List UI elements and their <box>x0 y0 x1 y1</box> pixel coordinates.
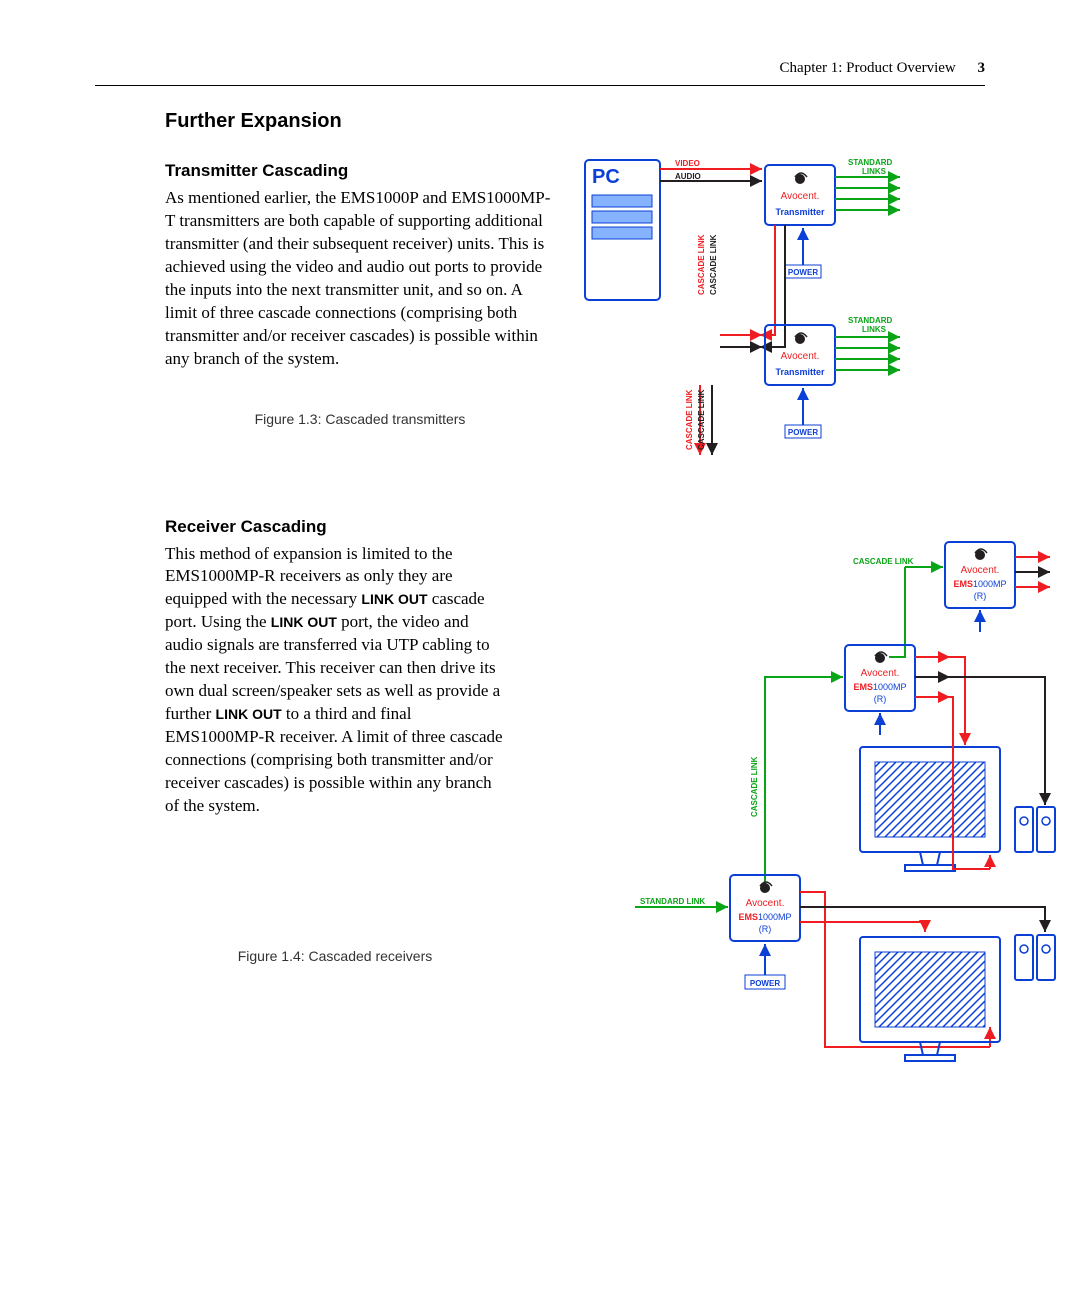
svg-text:LINKS: LINKS <box>862 325 887 334</box>
figure-1-3-caption: Figure 1.3: Cascaded transmitters <box>165 411 555 427</box>
svg-text:POWER: POWER <box>788 428 818 437</box>
link-out-2: LINK OUT <box>271 614 337 630</box>
main-heading: Further Expansion <box>165 110 915 133</box>
cascade-link-red-1: CASCADE LINK <box>697 234 706 295</box>
monitor-bottom <box>860 937 1000 1061</box>
svg-text:CASCADE LINK: CASCADE LINK <box>697 389 706 450</box>
svg-text:CASCADE LINK: CASCADE LINK <box>750 756 759 817</box>
power-label: POWER <box>750 979 780 988</box>
svg-text:EMS1000MP: EMS1000MP <box>953 579 1006 589</box>
link-out-1: LINK OUT <box>361 591 427 607</box>
video-label: VIDEO <box>675 159 700 168</box>
monitor-top <box>860 747 1000 871</box>
receiver-section: Receiver Cascading This method of expans… <box>165 517 915 964</box>
cascade-link-label: CASCADE LINK <box>853 557 914 566</box>
svg-text:(R): (R) <box>974 591 987 601</box>
svg-text:Avocent.: Avocent. <box>781 351 820 362</box>
transmitter-label: Transmitter <box>775 207 825 217</box>
svg-text:LINKS: LINKS <box>862 167 887 176</box>
page-number: 3 <box>978 60 986 76</box>
receiver-box-1: Avocent. EMS1000MP (R) <box>730 875 800 941</box>
standard-links-1: STANDARD <box>848 158 893 167</box>
svg-text:EMS1000MP: EMS1000MP <box>853 682 906 692</box>
receiver-paragraph: This method of expansion is limited to t… <box>165 543 505 818</box>
transmitter-paragraph: As mentioned earlier, the EMS1000P and E… <box>165 187 555 371</box>
svg-text:Avocent.: Avocent. <box>961 565 1000 576</box>
speakers-bottom <box>1015 935 1055 980</box>
page-content: Further Expansion Transmitter Cascading … <box>165 60 915 964</box>
figure-1-4-caption: Figure 1.4: Cascaded receivers <box>165 948 505 964</box>
standard-link-label: STANDARD LINK <box>640 897 705 906</box>
audio-label: AUDIO <box>675 172 701 181</box>
svg-text:Avocent.: Avocent. <box>861 668 900 679</box>
figure-1-3-diagram: PC Avocent. Transmitter VIDEO AUDIO <box>580 155 925 475</box>
receiver-box-3: Avocent. EMS1000MP (R) <box>945 542 1015 608</box>
svg-text:EMS1000MP: EMS1000MP <box>738 912 791 922</box>
svg-text:STANDARD: STANDARD <box>848 316 893 325</box>
transmitter-section: Transmitter Cascading As mentioned earli… <box>165 161 915 427</box>
figure-1-4-diagram: Avocent. EMS1000MP (R) CASCADE LINK A <box>505 537 1065 1067</box>
transmitter-heading: Transmitter Cascading <box>165 161 555 181</box>
svg-text:Transmitter: Transmitter <box>775 367 825 377</box>
speakers-top <box>1015 807 1055 852</box>
svg-text:Avocent.: Avocent. <box>746 898 785 909</box>
svg-text:(R): (R) <box>874 694 887 704</box>
cascade-link-black-1: CASCADE LINK <box>709 234 718 295</box>
receiver-heading: Receiver Cascading <box>165 517 505 537</box>
svg-text:CASCADE LINK: CASCADE LINK <box>685 389 694 450</box>
avocent-label: Avocent. <box>781 191 820 202</box>
link-out-3: LINK OUT <box>216 706 282 722</box>
power-label-1: POWER <box>788 268 818 277</box>
pc-label: PC <box>592 166 620 188</box>
svg-text:(R): (R) <box>759 924 772 934</box>
